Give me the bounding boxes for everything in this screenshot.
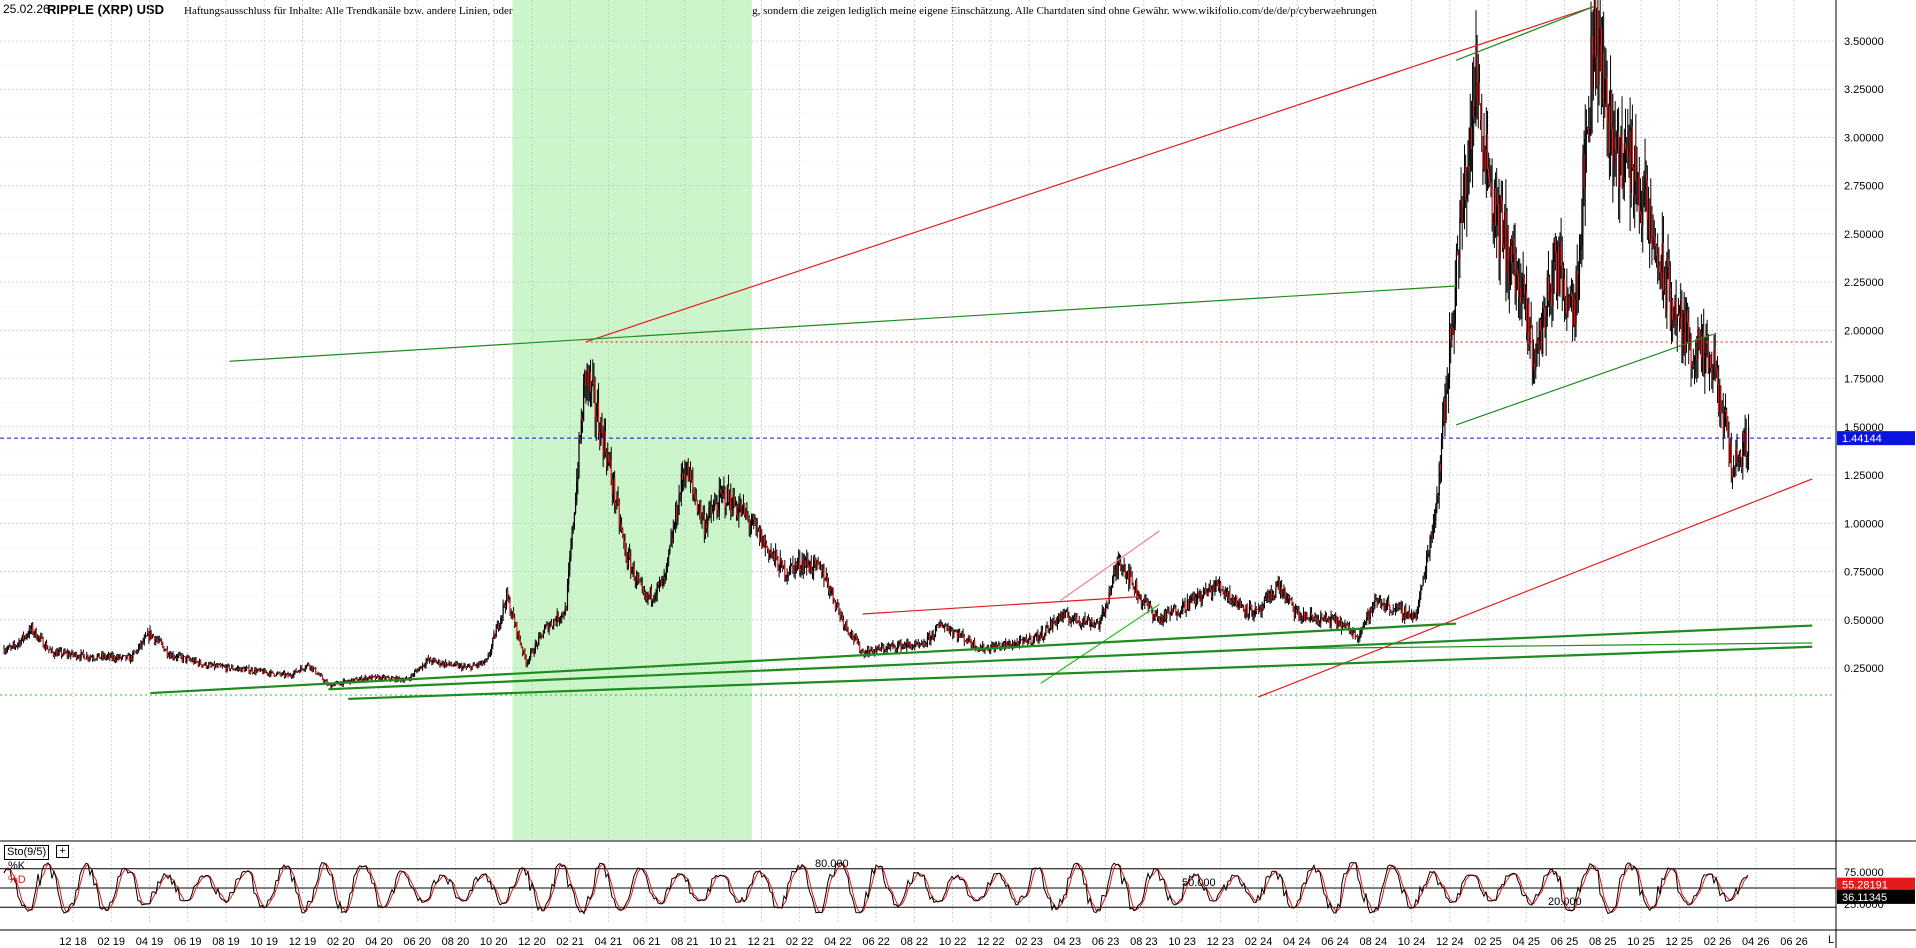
add-indicator-icon[interactable]: + bbox=[56, 845, 69, 858]
axis-corner-label: L bbox=[1828, 934, 1835, 946]
x-tick-label: 08 22 bbox=[901, 936, 929, 948]
trend-line bbox=[1258, 478, 1813, 698]
stoch-d-value: 36.11345 bbox=[1842, 892, 1887, 904]
chart-title: RIPPLE (XRP) USD bbox=[47, 2, 165, 17]
stoch-d-badge bbox=[1837, 889, 1915, 904]
x-tick-label: 06 21 bbox=[633, 936, 661, 948]
trend-line bbox=[862, 596, 1140, 615]
trend-line bbox=[1060, 530, 1160, 601]
trend-line bbox=[1455, 333, 1714, 426]
current-price-label: 1.44144 bbox=[1842, 433, 1882, 445]
x-tick-label: 06 19 bbox=[174, 936, 202, 948]
x-tick-label: 04 20 bbox=[365, 936, 393, 948]
x-tick-label: 06 25 bbox=[1551, 936, 1579, 948]
trend-line bbox=[328, 624, 1813, 691]
trend-line bbox=[1040, 603, 1160, 684]
x-tick-label: 12 19 bbox=[289, 936, 317, 948]
x-tick-label: 10 19 bbox=[250, 936, 278, 948]
y-tick-label: 2.00000 bbox=[1844, 325, 1884, 337]
x-tick-label: 10 21 bbox=[709, 936, 737, 948]
stoch-k-badge bbox=[1837, 877, 1915, 892]
trend-line bbox=[585, 5, 1595, 343]
x-tick-label: 02 24 bbox=[1245, 936, 1273, 948]
x-tick-label: 08 24 bbox=[1360, 936, 1388, 948]
x-tick-label: 12 21 bbox=[748, 936, 776, 948]
x-tick-label: 12 22 bbox=[977, 936, 1005, 948]
x-tick-label: 10 23 bbox=[1168, 936, 1196, 948]
x-tick-label: 06 23 bbox=[1092, 936, 1120, 948]
stoch-level-label: 80.000 bbox=[815, 858, 849, 870]
x-tick-label: 02 26 bbox=[1704, 936, 1732, 948]
y-tick-label: 3.25000 bbox=[1844, 84, 1884, 96]
trend-line bbox=[150, 622, 1457, 695]
y-tick-label: 3.00000 bbox=[1844, 132, 1884, 144]
x-tick-label: 08 19 bbox=[212, 936, 240, 948]
y-tick-label: 2.25000 bbox=[1844, 277, 1884, 289]
x-tick-label: 12 24 bbox=[1436, 936, 1464, 948]
x-tick-label: 06 24 bbox=[1321, 936, 1349, 948]
x-tick-label: 04 24 bbox=[1283, 936, 1311, 948]
x-tick-label: 12 18 bbox=[59, 936, 87, 948]
indicator-name[interactable]: Sto(9/5) bbox=[4, 845, 50, 860]
x-tick-label: 04 19 bbox=[136, 936, 164, 948]
x-tick-label: 08 23 bbox=[1130, 936, 1158, 948]
x-tick-label: 10 24 bbox=[1398, 936, 1426, 948]
x-tick-label: 08 25 bbox=[1589, 936, 1617, 948]
highlight-zone bbox=[512, 0, 752, 840]
x-tick-label: 04 26 bbox=[1742, 936, 1770, 948]
x-tick-label: 06 20 bbox=[403, 936, 431, 948]
x-tick-label: 12 25 bbox=[1666, 936, 1694, 948]
x-tick-label: 02 22 bbox=[786, 936, 814, 948]
trend-line bbox=[1455, 5, 1595, 61]
y-tick-label: 3.50000 bbox=[1844, 36, 1884, 48]
y-tick-label: 2.50000 bbox=[1844, 229, 1884, 241]
y-tick-label: 0.75000 bbox=[1844, 567, 1884, 579]
x-tick-label: 02 25 bbox=[1474, 936, 1502, 948]
x-tick-label: 08 20 bbox=[442, 936, 470, 948]
x-tick-label: 04 22 bbox=[824, 936, 852, 948]
x-tick-label: 02 21 bbox=[556, 936, 584, 948]
y-tick-label: 1.00000 bbox=[1844, 518, 1884, 530]
x-tick-label: 10 22 bbox=[939, 936, 967, 948]
x-tick-label: 02 19 bbox=[97, 936, 125, 948]
chart-date: 25.02.26 bbox=[3, 2, 50, 16]
stoch-k-legend: %K bbox=[8, 860, 26, 872]
y-tick-label: 2.75000 bbox=[1844, 181, 1884, 193]
x-tick-label: 04 25 bbox=[1513, 936, 1541, 948]
stoch-d-legend: %D bbox=[8, 874, 26, 886]
x-tick-label: 04 23 bbox=[1054, 936, 1082, 948]
y-tick-label: 1.75000 bbox=[1844, 374, 1884, 386]
x-tick-label: 10 20 bbox=[480, 936, 508, 948]
x-tick-label: 02 20 bbox=[327, 936, 355, 948]
y-tick-label: 0.25000 bbox=[1844, 663, 1884, 675]
y-tick-label: 1.50000 bbox=[1844, 422, 1884, 434]
trend-line bbox=[348, 645, 1813, 700]
current-price-badge bbox=[1837, 431, 1915, 446]
candles bbox=[3, 0, 1750, 689]
x-tick-label: 12 23 bbox=[1207, 936, 1235, 948]
x-tick-label: 10 25 bbox=[1627, 936, 1655, 948]
x-tick-label: 08 21 bbox=[671, 936, 699, 948]
stoch-k-line bbox=[3, 861, 1749, 915]
stoch-level-label: 20.000 bbox=[1548, 896, 1582, 908]
trend-line bbox=[229, 285, 1457, 362]
trend-line bbox=[1278, 642, 1813, 650]
stoch-y-tick-label: 75.0000 bbox=[1844, 867, 1884, 879]
x-tick-label: 06 26 bbox=[1780, 936, 1808, 948]
chart-disclaimer: Haftungsausschluss für Inhalte: Alle Tre… bbox=[184, 5, 1377, 17]
stoch-k-value: 55.28191 bbox=[1842, 880, 1888, 892]
x-tick-label: 02 23 bbox=[1015, 936, 1043, 948]
x-tick-label: 06 22 bbox=[862, 936, 890, 948]
y-tick-label: 0.50000 bbox=[1844, 615, 1884, 627]
x-tick-label: 12 20 bbox=[518, 936, 546, 948]
x-tick-label: 04 21 bbox=[595, 936, 623, 948]
y-tick-label: 1.25000 bbox=[1844, 470, 1884, 482]
stoch-d-line bbox=[3, 862, 1749, 914]
